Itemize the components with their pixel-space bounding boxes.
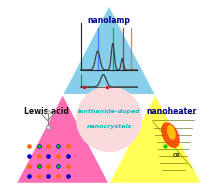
- Text: CR: CR: [173, 153, 181, 158]
- Circle shape: [76, 86, 142, 152]
- Ellipse shape: [167, 125, 176, 140]
- Text: Lewis acid: Lewis acid: [24, 107, 69, 116]
- Text: nanocrystals: nanocrystals: [86, 124, 132, 129]
- Text: nanoheater: nanoheater: [146, 107, 196, 116]
- Text: lanthanide-doped: lanthanide-doped: [78, 109, 140, 114]
- Ellipse shape: [161, 122, 180, 148]
- Polygon shape: [63, 6, 155, 94]
- Text: nanolamp: nanolamp: [88, 16, 130, 25]
- Polygon shape: [109, 94, 202, 183]
- Polygon shape: [16, 94, 109, 183]
